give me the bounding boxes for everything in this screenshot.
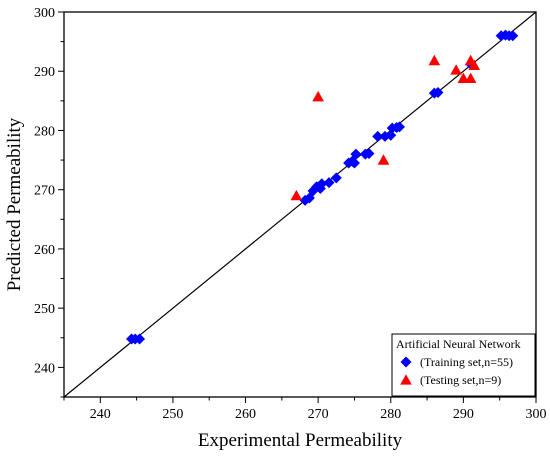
data-point-diamond (323, 177, 335, 189)
series-testing (290, 54, 481, 201)
legend: Artificial Neural Network (Training set,… (391, 333, 536, 397)
x-axis-ticks: 240 250 260 270 280 290 300 (63, 397, 547, 422)
data-point-diamond (330, 172, 342, 184)
x-tick-label: 250 (162, 407, 183, 422)
y-tick-label: 250 (34, 302, 55, 317)
legend-label-testing: (Testing set,n=9) (420, 373, 501, 387)
series-training (126, 29, 519, 345)
y-axis-ticks: 240 250 260 270 280 290 300 (34, 6, 64, 398)
data-point-diamond (432, 87, 444, 99)
data-point-triangle (428, 54, 441, 66)
data-point-diamond (350, 148, 362, 160)
data-point-triangle (290, 189, 303, 201)
data-point-diamond (363, 148, 375, 160)
data-point-diamond (393, 121, 405, 133)
data-point-triangle (457, 72, 470, 83)
data-point-triangle (377, 154, 390, 165)
legend-box (391, 333, 536, 397)
y-tick-label: 300 (34, 6, 55, 21)
data-point-diamond (134, 333, 146, 345)
legend-title: Artificial Neural Network (396, 337, 521, 351)
y-axis-title: Predicted Permeability (4, 117, 25, 291)
y-tick-label: 280 (34, 124, 55, 139)
x-tick-label: 260 (235, 407, 256, 422)
data-point-triangle (312, 90, 324, 102)
x-tick-label: 280 (380, 407, 401, 422)
x-tick-label: 240 (90, 407, 111, 422)
y-tick-label: 290 (34, 65, 55, 80)
x-tick-label: 300 (526, 407, 547, 422)
data-point-diamond (372, 130, 384, 142)
y-tick-label: 240 (34, 361, 55, 376)
data-point-triangle (464, 72, 477, 83)
y-tick-label: 260 (34, 243, 55, 258)
data-point-triangle (468, 59, 481, 70)
data-point-diamond (348, 157, 360, 169)
data-point-diamond (316, 178, 328, 190)
reference-line (63, 11, 537, 398)
legend-label-training: (Training set,n=55) (420, 355, 513, 369)
x-tick-label: 270 (308, 407, 329, 422)
y-tick-label: 270 (34, 184, 55, 199)
data-point-triangle (450, 64, 462, 75)
data-point-diamond (385, 129, 397, 141)
legend-triangle-marker (400, 374, 412, 385)
legend-diamond-marker (400, 356, 412, 368)
data-points (126, 29, 519, 345)
data-point-diamond (507, 30, 519, 42)
x-axis-title: Experimental Permeability (198, 430, 403, 451)
plot-frame (63, 11, 537, 398)
x-tick-label: 290 (453, 407, 474, 422)
